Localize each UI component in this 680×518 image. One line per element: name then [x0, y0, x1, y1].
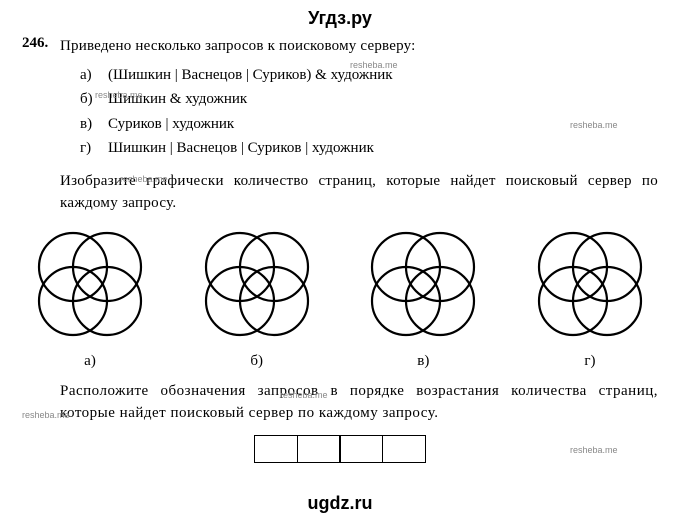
venn-diagram-icon	[348, 225, 498, 343]
intro-text: Приведено несколько запросов к поисковом…	[60, 35, 658, 58]
diagram-label: б)	[177, 353, 337, 370]
diagram-cell: б)	[177, 225, 337, 370]
query-item: в) Суриков | художник	[80, 113, 658, 136]
answer-cell[interactable]	[339, 435, 383, 463]
problem-row: 246. Приведено несколько запросов к поис…	[22, 35, 658, 225]
problem-body: Приведено несколько запросов к поисковом…	[60, 35, 658, 225]
query-label: в)	[80, 113, 108, 136]
answer-cell[interactable]	[297, 435, 341, 463]
query-label: а)	[80, 64, 108, 87]
diagram-row: а) б) в) г)	[10, 225, 670, 370]
query-text: Шишкин | Васнецов | Суриков | художник	[108, 137, 374, 160]
query-text: (Шишкин | Васнецов | Суриков) & художник	[108, 64, 393, 87]
query-label: б)	[80, 88, 108, 111]
bottom-brand: ugdz.ru	[0, 493, 680, 514]
diagram-label: г)	[510, 353, 670, 370]
query-item: а) (Шишкин | Васнецов | Суриков) & худож…	[80, 64, 658, 87]
diagram-cell: а)	[10, 225, 170, 370]
query-item: б) Шишкин & художник	[80, 88, 658, 111]
query-list: а) (Шишкин | Васнецов | Суриков) & худож…	[80, 64, 658, 160]
top-brand: Угдз.ру	[22, 8, 658, 29]
query-text: Суриков | художник	[108, 113, 234, 136]
query-label: г)	[80, 137, 108, 160]
problem-number: 246.	[22, 35, 60, 225]
diagram-label: а)	[10, 353, 170, 370]
instruction-1: Изобразите графически количество страниц…	[60, 170, 658, 215]
diagram-label: в)	[343, 353, 503, 370]
instruction-2-row: Расположите обозначения запросов в поряд…	[22, 370, 658, 425]
venn-diagram-icon	[182, 225, 332, 343]
query-text: Шишкин & художник	[108, 88, 247, 111]
venn-diagram-icon	[515, 225, 665, 343]
answer-cell[interactable]	[254, 435, 298, 463]
answer-boxes	[22, 435, 658, 463]
instruction-2: Расположите обозначения запросов в поряд…	[60, 380, 658, 425]
answer-cell[interactable]	[382, 435, 426, 463]
query-item: г) Шишкин | Васнецов | Суриков | художни…	[80, 137, 658, 160]
diagram-cell: г)	[510, 225, 670, 370]
venn-diagram-icon	[15, 225, 165, 343]
diagram-cell: в)	[343, 225, 503, 370]
